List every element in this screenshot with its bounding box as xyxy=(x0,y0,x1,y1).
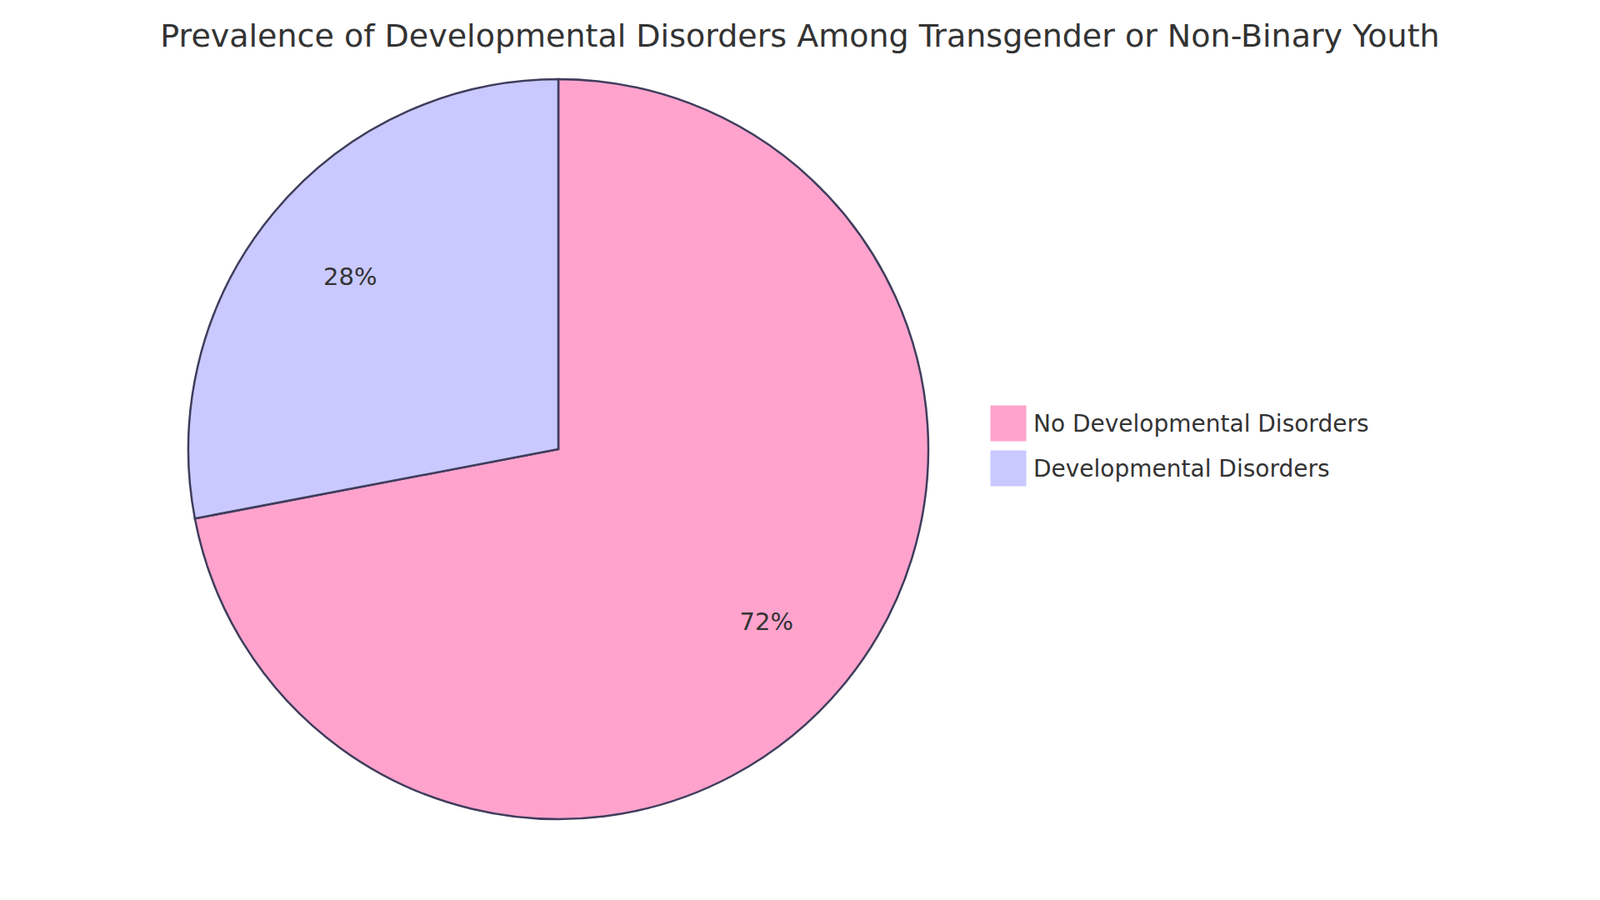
legend-swatch xyxy=(990,405,1027,442)
legend-label: No Developmental Disorders xyxy=(1033,410,1370,438)
title: Prevalence of Developmental Disorders Am… xyxy=(160,17,1440,55)
legend-swatch xyxy=(990,450,1027,487)
legend-label: Developmental Disorders xyxy=(1033,455,1330,483)
data-label: 72% xyxy=(740,607,794,636)
legend: No Developmental Disorders Developmental … xyxy=(990,405,1370,487)
data-label: 28% xyxy=(323,262,377,291)
slices xyxy=(188,79,929,820)
slice xyxy=(188,79,559,519)
chart: Prevalence of Developmental Disorders Am… xyxy=(0,0,1600,900)
